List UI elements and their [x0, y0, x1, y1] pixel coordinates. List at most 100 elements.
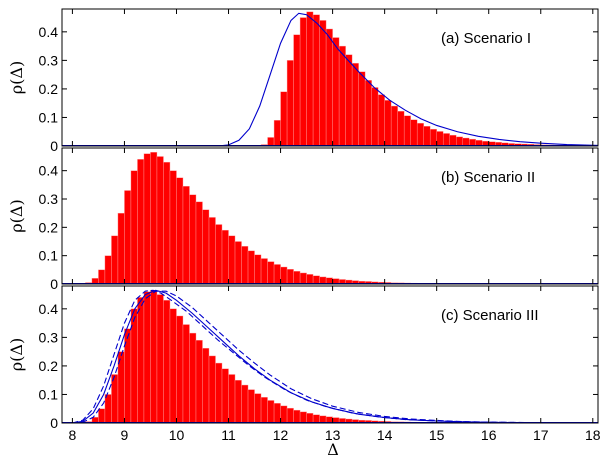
histogram-bar	[137, 159, 145, 285]
histogram-bar	[280, 91, 288, 147]
histogram-bar	[234, 379, 242, 424]
histogram-bar	[442, 133, 450, 147]
x-tick-label: 13	[325, 427, 341, 443]
histogram-bar	[390, 105, 398, 147]
panel-label: (c) Scenario III	[441, 307, 539, 324]
histogram-bar	[169, 308, 177, 424]
axes-frame	[61, 147, 599, 285]
histogram-bar	[325, 28, 333, 147]
histogram-bar	[286, 60, 294, 147]
histogram-bar	[299, 272, 307, 285]
y-tick-label: 0.1	[39, 109, 59, 125]
y-tick-label: 0	[50, 138, 58, 154]
histogram-bar	[104, 394, 112, 424]
fit-curve-1	[62, 12, 599, 147]
histogram-bar	[143, 153, 151, 285]
histogram-bar	[319, 415, 327, 424]
panel-1: 0 0.1 0.2 0.3 0.4 ρ(Δ) (a) Scenario I	[7, 8, 599, 154]
histogram-bar	[403, 115, 411, 147]
axes-frame	[61, 8, 599, 147]
histogram-bar	[299, 17, 307, 147]
y-tick-label: 0.3	[39, 52, 59, 68]
y-tick-label: 0.2	[39, 219, 59, 235]
y-tick-label: 0.1	[39, 248, 59, 264]
y-tick-label: 0.4	[39, 24, 59, 40]
histogram-bar	[241, 384, 249, 424]
y-axis-title: ρ(Δ)	[7, 61, 26, 94]
y-tick-label: 0	[50, 276, 58, 292]
histogram-bar	[312, 275, 320, 285]
x-axis-title: Δ	[327, 440, 339, 459]
histogram-bar	[358, 71, 366, 147]
histogram-bar	[195, 201, 203, 285]
histogram-bar	[273, 403, 281, 424]
histogram-bar	[156, 156, 164, 285]
x-tick-label: 14	[377, 427, 393, 443]
histogram-bar	[312, 14, 320, 147]
histogram-bar	[267, 261, 275, 285]
x-tick-label: 12	[273, 427, 289, 443]
histogram-bar	[156, 294, 164, 424]
fit-curve-2	[72, 289, 599, 424]
histogram-bar	[267, 400, 275, 424]
histogram-bar	[241, 246, 249, 285]
histogram-bar	[143, 291, 151, 424]
histogram-bar	[163, 161, 171, 285]
panel-3: 0 0.1 0.2 0.3 0.4 8 9 10 11 12 13 14 15 16 17 18 ρ(Δ) (c)…	[7, 285, 601, 443]
histogram-bar	[306, 274, 314, 285]
histogram-bar	[215, 224, 223, 285]
histogram-bar	[429, 128, 437, 147]
histogram-bar	[273, 120, 281, 147]
histogram-bar	[208, 355, 216, 424]
histogram-bar	[163, 300, 171, 424]
y-tick-label: 0	[50, 415, 58, 431]
histogram-bar	[423, 126, 431, 147]
histogram-bar	[384, 100, 392, 147]
histogram-bar	[195, 340, 203, 424]
histogram-bar	[397, 110, 405, 147]
histogram-bar	[150, 152, 158, 285]
histogram-bar	[319, 276, 327, 285]
histogram-bar	[273, 264, 281, 285]
histogram-bar	[124, 190, 132, 285]
histogram-bar	[189, 194, 197, 285]
x-tick-label: 8	[69, 427, 77, 443]
histogram-bar	[293, 34, 301, 147]
histogram-bar	[260, 397, 268, 424]
histogram-bar	[202, 348, 210, 424]
axes-frame	[61, 285, 599, 424]
histogram-bars	[85, 152, 444, 285]
y-tick-label: 0.3	[39, 191, 59, 207]
histogram-bar	[111, 235, 119, 285]
histogram-bar	[345, 54, 353, 147]
histogram-bar	[306, 413, 314, 424]
histogram-bar	[260, 258, 268, 285]
histogram-bar	[377, 94, 385, 147]
x-tick-label: 17	[533, 427, 549, 443]
histogram-bar	[416, 122, 424, 147]
histogram-bar	[319, 20, 327, 147]
panel-label: (b) Scenario II	[441, 169, 535, 186]
histogram-bar	[299, 411, 307, 424]
histogram-bar	[215, 362, 223, 424]
fit-curve-3	[72, 290, 599, 424]
histogram-bar	[208, 217, 216, 285]
histogram-bar	[306, 11, 314, 147]
x-tick-label: 16	[481, 427, 497, 443]
y-tick-label: 0.3	[39, 329, 59, 345]
histogram-bar	[221, 368, 229, 424]
histogram-bar	[455, 136, 463, 147]
x-tick-label: 10	[169, 427, 185, 443]
histogram-bar	[436, 131, 444, 147]
histogram-bar	[228, 235, 236, 285]
histogram-bar	[410, 119, 418, 147]
x-tick-label: 9	[121, 427, 129, 443]
histogram-bar	[449, 134, 457, 147]
histogram-bar	[182, 324, 190, 424]
y-tick-label: 0.4	[39, 163, 59, 179]
histogram-bar	[169, 170, 177, 285]
y-tick-label: 0.4	[39, 301, 59, 317]
histogram-bar	[117, 212, 125, 285]
histogram-bar	[312, 414, 320, 424]
histogram-bar	[247, 250, 255, 285]
